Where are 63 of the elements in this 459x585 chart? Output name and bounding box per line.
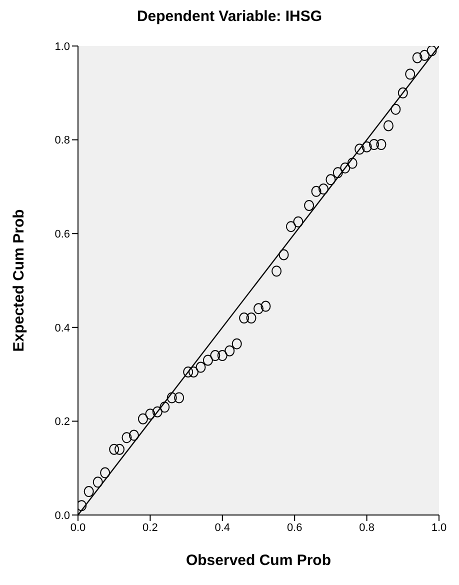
y-tick-label: 0.8 — [54, 134, 70, 147]
point — [122, 432, 132, 444]
point — [420, 50, 430, 61]
point — [278, 249, 289, 260]
point — [210, 350, 220, 362]
x-tick-label: 0.2 — [142, 522, 158, 534]
point — [152, 406, 162, 418]
point — [239, 312, 250, 324]
point — [311, 186, 322, 197]
y-tick-label: 1.0 — [54, 40, 70, 53]
point — [114, 444, 125, 455]
x-tick-label: 0.8 — [359, 522, 374, 534]
point — [183, 366, 194, 378]
point — [78, 500, 87, 512]
point — [138, 413, 148, 424]
chart-title: Dependent Variable: IHSG — [136, 8, 324, 25]
point — [293, 216, 304, 228]
x-tick-label: 0.0 — [70, 522, 86, 534]
point — [347, 158, 358, 169]
point — [254, 303, 264, 314]
x-tick-label: 0.4 — [214, 522, 230, 534]
point — [84, 486, 94, 498]
point — [376, 138, 386, 150]
point — [362, 141, 372, 152]
x-tick-label: 1.0 — [431, 522, 447, 534]
point — [232, 338, 242, 350]
point — [160, 402, 170, 413]
point — [246, 312, 256, 324]
point — [318, 184, 328, 195]
y-tick-label: 0.4 — [54, 322, 70, 334]
point — [166, 392, 177, 404]
point — [224, 345, 235, 356]
point — [332, 167, 343, 178]
point — [188, 366, 199, 378]
point — [100, 467, 110, 478]
point — [412, 52, 422, 64]
point — [304, 200, 314, 211]
point — [383, 120, 394, 132]
point — [398, 87, 408, 98]
point — [369, 138, 380, 150]
point — [326, 174, 336, 186]
point — [128, 430, 139, 441]
point — [405, 68, 416, 80]
point — [92, 476, 103, 488]
point — [354, 144, 365, 155]
point — [145, 408, 156, 420]
point — [286, 221, 296, 232]
point — [260, 300, 271, 312]
point — [174, 392, 184, 404]
y-axis-title: Expected Cum Prob — [10, 209, 28, 352]
y-tick-label: 0.0 — [54, 510, 70, 522]
point — [196, 362, 206, 373]
y-tick-label: 0.6 — [54, 228, 70, 241]
y-tick-label: 0.2 — [54, 416, 70, 428]
point — [390, 104, 401, 115]
point — [426, 46, 437, 56]
point — [109, 444, 120, 455]
point — [272, 266, 282, 277]
x-axis-title: Observed Cum Prob — [186, 552, 332, 569]
point — [217, 350, 228, 362]
x-tick-label: 0.6 — [286, 522, 302, 534]
point — [340, 162, 350, 174]
point — [202, 354, 213, 366]
